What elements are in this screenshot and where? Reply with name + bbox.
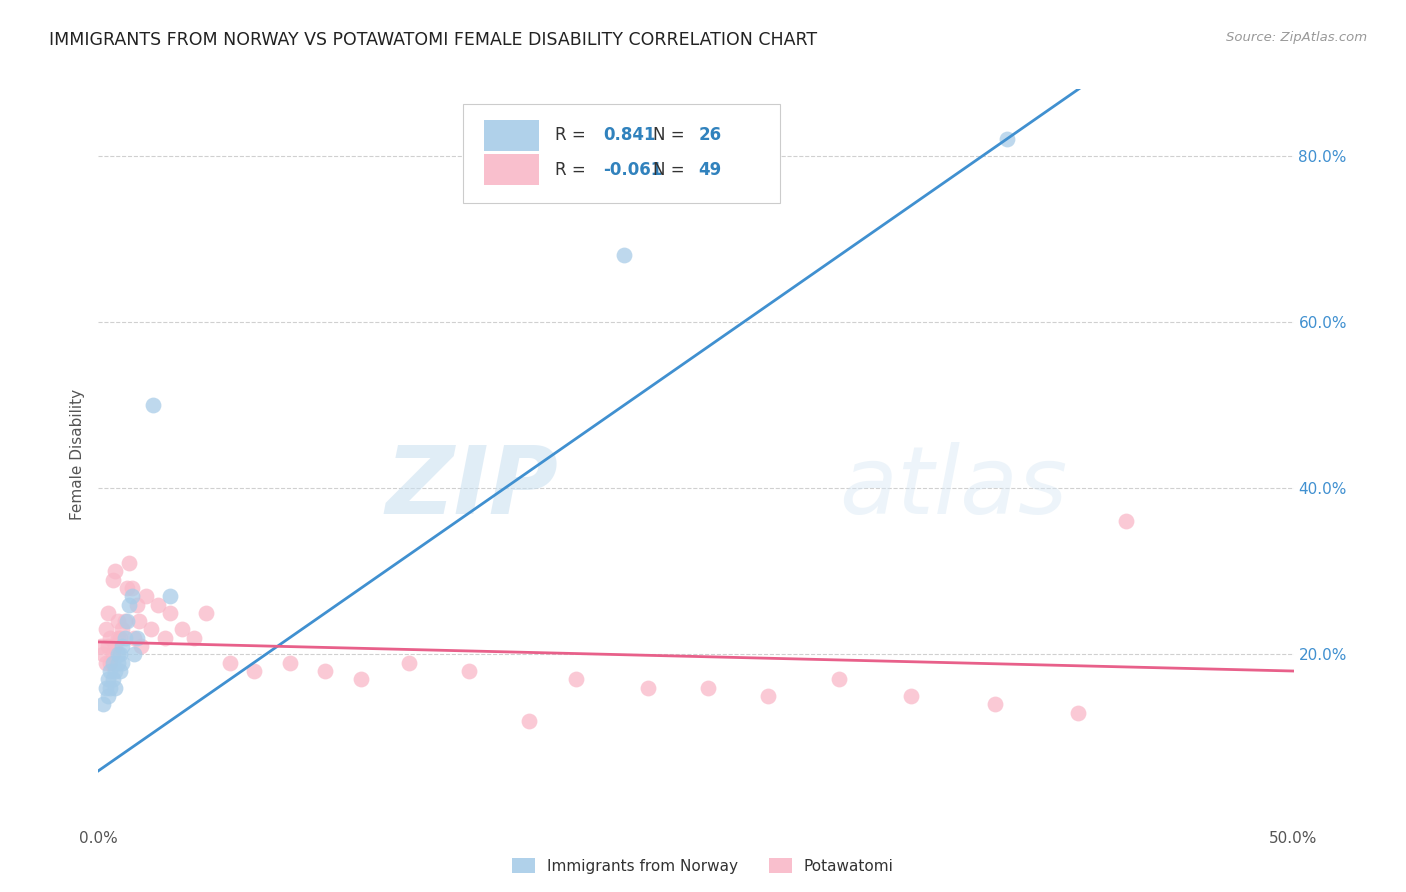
Point (98, 681, 122, 695)
Point (565, 673, 588, 687)
Text: N =: N = (652, 127, 690, 145)
Point (315, 664, 337, 678)
Point (115, 581, 138, 595)
Point (111, 623, 134, 637)
Point (828, 673, 851, 687)
Text: ZIP: ZIP (385, 442, 558, 533)
Point (108, 664, 131, 678)
Point (195, 606, 218, 620)
Point (104, 664, 127, 678)
Point (121, 589, 143, 603)
Point (125, 598, 148, 612)
Point (984, 698, 1007, 712)
FancyBboxPatch shape (485, 154, 540, 185)
Point (517, 714, 540, 728)
Point (91, 698, 114, 712)
Point (756, 689, 779, 703)
Text: 49: 49 (699, 161, 721, 178)
Point (278, 656, 301, 670)
Point (91, 648, 114, 662)
Point (101, 656, 124, 670)
Point (139, 623, 162, 637)
Point (1115, 515, 1137, 529)
Point (697, 681, 720, 695)
Point (159, 589, 181, 603)
Text: R =: R = (555, 161, 591, 178)
Point (121, 581, 143, 595)
Point (131, 639, 153, 653)
Point (97, 689, 120, 703)
FancyBboxPatch shape (485, 120, 540, 151)
Text: 0.841: 0.841 (603, 127, 655, 145)
Point (118, 556, 141, 570)
Point (350, 673, 373, 687)
Point (128, 614, 150, 628)
Point (97, 639, 120, 653)
Point (243, 664, 266, 678)
Point (104, 681, 127, 695)
Point (111, 656, 134, 670)
Point (114, 614, 136, 628)
Point (183, 631, 205, 645)
Point (118, 598, 141, 612)
Point (458, 664, 481, 678)
Point (111, 639, 134, 653)
Point (107, 648, 129, 662)
Point (613, 248, 636, 262)
Point (108, 648, 131, 662)
Point (155, 631, 177, 645)
Text: Source: ZipAtlas.com: Source: ZipAtlas.com (1226, 31, 1367, 45)
Point (172, 623, 194, 637)
Text: N =: N = (652, 161, 690, 178)
Point (135, 589, 157, 603)
Point (900, 689, 922, 703)
Point (94, 656, 117, 670)
Point (1067, 706, 1090, 720)
Point (107, 631, 129, 645)
Point (148, 598, 170, 612)
Point (98, 656, 122, 670)
Point (398, 656, 420, 670)
Point (90, 639, 112, 653)
Point (101, 648, 124, 662)
Text: IMMIGRANTS FROM NORWAY VS POTAWATOMI FEMALE DISABILITY CORRELATION CHART: IMMIGRANTS FROM NORWAY VS POTAWATOMI FEM… (49, 31, 817, 49)
Point (115, 614, 138, 628)
Point (97, 606, 120, 620)
Point (108, 631, 131, 645)
Point (98, 664, 122, 678)
Point (107, 614, 129, 628)
Point (104, 564, 127, 578)
Point (219, 656, 242, 670)
Y-axis label: Female Disability: Female Disability (69, 389, 84, 521)
Point (97, 673, 120, 687)
Point (104, 639, 127, 653)
Text: R =: R = (555, 127, 591, 145)
Point (125, 631, 148, 645)
Point (114, 631, 136, 645)
Point (98, 631, 122, 645)
Text: -0.061: -0.061 (603, 161, 662, 178)
FancyBboxPatch shape (463, 103, 780, 202)
Legend: Immigrants from Norway, Potawatomi: Immigrants from Norway, Potawatomi (506, 852, 900, 880)
Point (995, 132, 1018, 146)
Point (159, 606, 181, 620)
Point (124, 631, 146, 645)
Point (94, 681, 117, 695)
Point (101, 573, 124, 587)
Point (124, 648, 146, 662)
Text: 26: 26 (699, 127, 721, 145)
Point (101, 673, 124, 687)
Point (637, 681, 659, 695)
Point (142, 398, 165, 412)
Point (107, 656, 129, 670)
Text: atlas: atlas (839, 442, 1067, 533)
Point (94, 623, 117, 637)
